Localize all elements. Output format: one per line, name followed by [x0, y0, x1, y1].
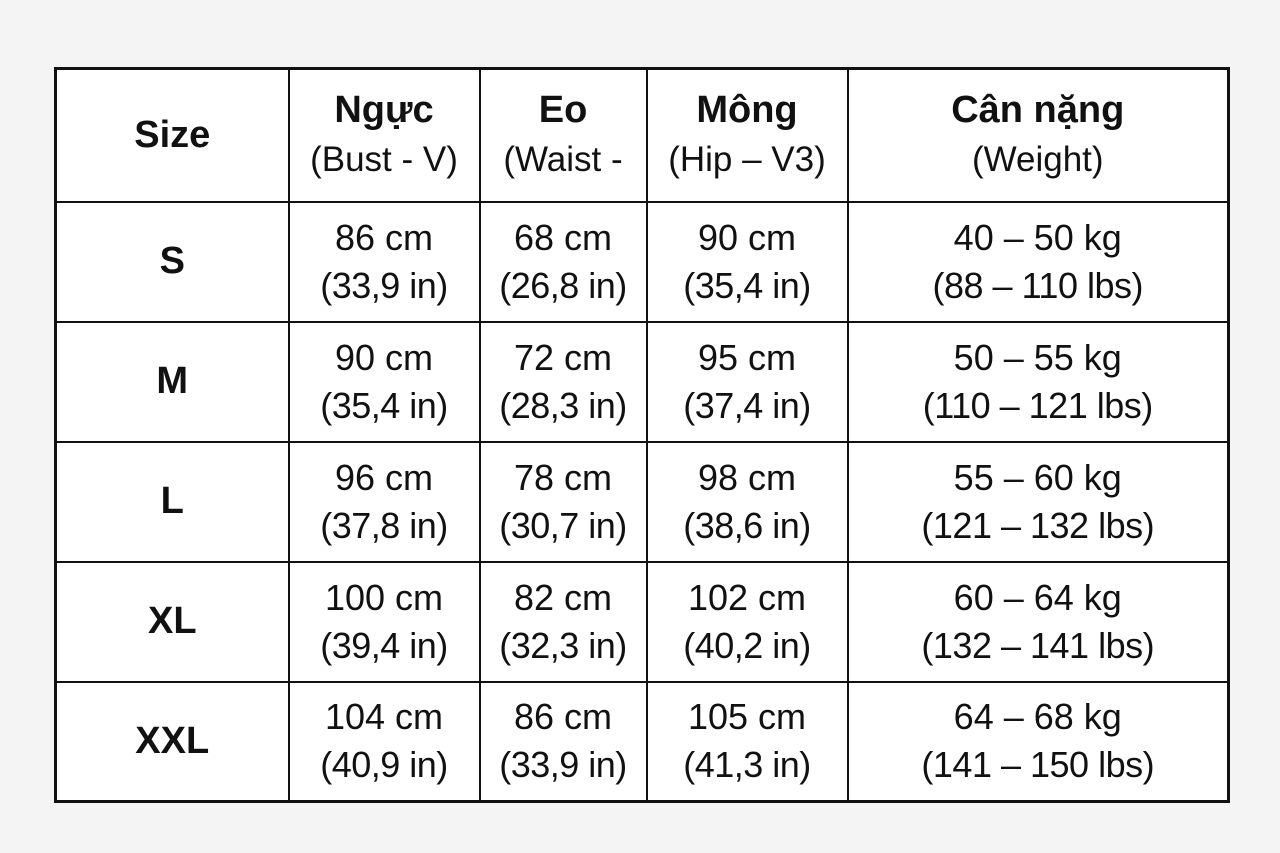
cell-bust: 104 cm (40,9 in) — [287, 680, 481, 803]
waist-cm: 68 cm — [513, 216, 613, 258]
table-row: M 90 cm (35,4 in) 72 cm (28,3 in) 95 cm … — [54, 320, 1230, 443]
hip-in: (38,6 in) — [683, 504, 811, 546]
weight-kg: 40 – 50 kg — [953, 216, 1122, 258]
bust-in: (37,8 in) — [320, 504, 448, 546]
cell-bust: 86 cm (33,9 in) — [287, 200, 481, 323]
cell-waist: 68 cm (26,8 in) — [478, 200, 648, 323]
hip-in: (40,2 in) — [683, 624, 811, 666]
bust-in: (39,4 in) — [320, 624, 448, 666]
weight-lbs: (141 – 150 lbs) — [921, 744, 1155, 786]
cell-bust: 96 cm (37,8 in) — [287, 440, 481, 563]
table-header: Size Ngực (Bust - V) Eo (Waist - Mông (H… — [54, 67, 1230, 203]
cell-bust: 100 cm (39,4 in) — [287, 560, 481, 683]
header-bust-title: Ngực — [334, 89, 434, 132]
cell-waist: 82 cm (32,3 in) — [478, 560, 648, 683]
cell-weight: 60 – 64 kg (132 – 141 lbs) — [846, 560, 1230, 683]
cell-hip: 98 cm (38,6 in) — [645, 440, 849, 563]
bust-cm: 90 cm — [334, 336, 434, 378]
waist-cm: 72 cm — [513, 336, 613, 378]
bust-cm: 86 cm — [334, 216, 434, 258]
weight-kg: 64 – 68 kg — [953, 696, 1122, 738]
hip-cm: 95 cm — [697, 336, 797, 378]
weight-lbs: (88 – 110 lbs) — [932, 264, 1144, 306]
weight-kg: 60 – 64 kg — [953, 576, 1122, 618]
weight-kg: 50 – 55 kg — [953, 336, 1122, 378]
header-row: Size Ngực (Bust - V) Eo (Waist - Mông (H… — [54, 67, 1230, 203]
size-label: XXL — [135, 719, 210, 762]
waist-in: (28,3 in) — [499, 384, 627, 426]
cell-size: XXL — [54, 680, 290, 803]
waist-cm: 78 cm — [513, 456, 613, 498]
header-weight-title: Cân nặng — [951, 89, 1125, 132]
waist-in: (33,9 in) — [499, 744, 627, 786]
cell-hip: 105 cm (41,3 in) — [645, 680, 849, 803]
table-row: L 96 cm (37,8 in) 78 cm (30,7 in) 98 cm … — [54, 440, 1230, 563]
header-hip-subtitle: (Hip – V3) — [668, 140, 826, 180]
cell-weight: 50 – 55 kg (110 – 121 lbs) — [846, 320, 1230, 443]
hip-in: (35,4 in) — [683, 264, 811, 306]
cell-waist: 86 cm (33,9 in) — [478, 680, 648, 803]
waist-in: (32,3 in) — [499, 624, 627, 666]
waist-cm: 82 cm — [513, 576, 613, 618]
table-row: S 86 cm (33,9 in) 68 cm (26,8 in) 90 cm … — [54, 200, 1230, 323]
size-label: M — [156, 360, 189, 402]
header-waist-subtitle: (Waist - — [503, 140, 623, 180]
cell-waist: 72 cm (28,3 in) — [478, 320, 648, 443]
weight-lbs: (121 – 132 lbs) — [921, 504, 1155, 546]
header-waist: Eo (Waist - — [478, 67, 648, 203]
size-label: XL — [147, 600, 197, 642]
cell-weight: 40 – 50 kg (88 – 110 lbs) — [846, 200, 1230, 323]
bust-in: (35,4 in) — [320, 384, 448, 426]
size-label: S — [159, 240, 185, 282]
cell-hip: 95 cm (37,4 in) — [645, 320, 849, 443]
header-size: Size — [54, 67, 290, 203]
header-weight: Cân nặng (Weight) — [846, 67, 1230, 203]
cell-weight: 55 – 60 kg (121 – 132 lbs) — [846, 440, 1230, 563]
header-bust-subtitle: (Bust - V) — [310, 140, 458, 180]
hip-cm: 90 cm — [697, 216, 797, 258]
hip-in: (41,3 in) — [683, 744, 811, 786]
cell-size: M — [54, 320, 290, 443]
header-bust: Ngực (Bust - V) — [287, 67, 481, 203]
header-waist-title: Eo — [538, 89, 588, 132]
cell-size: XL — [54, 560, 290, 683]
cell-hip: 90 cm (35,4 in) — [645, 200, 849, 323]
bust-in: (40,9 in) — [320, 744, 448, 786]
table-row: XXL 104 cm (40,9 in) 86 cm (33,9 in) 105… — [54, 680, 1230, 803]
header-hip: Mông (Hip – V3) — [645, 67, 849, 203]
waist-in: (26,8 in) — [499, 264, 627, 306]
cell-size: S — [54, 200, 290, 323]
cell-hip: 102 cm (40,2 in) — [645, 560, 849, 683]
bust-in: (33,9 in) — [320, 264, 448, 306]
cell-weight: 64 – 68 kg (141 – 150 lbs) — [846, 680, 1230, 803]
cell-bust: 90 cm (35,4 in) — [287, 320, 481, 443]
cell-waist: 78 cm (30,7 in) — [478, 440, 648, 563]
hip-cm: 105 cm — [687, 696, 807, 738]
size-chart-table: Size Ngực (Bust - V) Eo (Waist - Mông (H… — [54, 67, 1230, 803]
header-weight-subtitle: (Weight) — [971, 140, 1104, 180]
header-hip-title: Mông — [696, 89, 798, 132]
weight-lbs: (110 – 121 lbs) — [922, 384, 1153, 426]
table-body: S 86 cm (33,9 in) 68 cm (26,8 in) 90 cm … — [54, 200, 1230, 803]
waist-in: (30,7 in) — [499, 504, 627, 546]
weight-lbs: (132 – 141 lbs) — [921, 624, 1155, 666]
header-size-label: Size — [134, 113, 211, 156]
hip-cm: 98 cm — [697, 456, 797, 498]
hip-cm: 102 cm — [687, 576, 807, 618]
bust-cm: 100 cm — [324, 576, 444, 618]
cell-size: L — [54, 440, 290, 563]
weight-kg: 55 – 60 kg — [953, 456, 1122, 498]
size-label: L — [160, 480, 184, 522]
bust-cm: 96 cm — [334, 456, 434, 498]
table-row: XL 100 cm (39,4 in) 82 cm (32,3 in) 102 … — [54, 560, 1230, 683]
bust-cm: 104 cm — [324, 696, 444, 738]
waist-cm: 86 cm — [513, 696, 613, 738]
hip-in: (37,4 in) — [683, 384, 811, 426]
